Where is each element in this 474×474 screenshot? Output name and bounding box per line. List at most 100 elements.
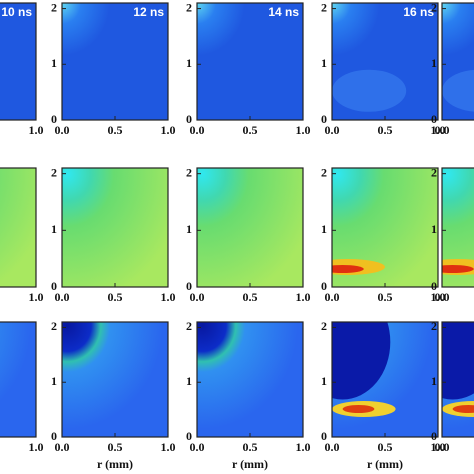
x-tick-label: 1.0 — [161, 123, 176, 137]
panel — [442, 168, 474, 287]
field — [62, 322, 168, 437]
x-tick-label: 1.0 — [161, 290, 176, 304]
x-tick-label: 0.5 — [243, 123, 258, 137]
y-tick-label: 1 — [186, 374, 192, 388]
frame — [441, 321, 474, 438]
field-band — [332, 265, 364, 273]
y-tick-label: 1 — [321, 374, 327, 388]
field — [62, 3, 168, 120]
y-tick-label: 1 — [186, 56, 192, 70]
field — [197, 168, 303, 287]
y-tick-label: 0 — [431, 279, 437, 293]
y-tick-label: 1 — [51, 56, 57, 70]
x-tick-label: 1.0 — [29, 290, 44, 304]
x-tick-label: 1.0 — [296, 123, 311, 137]
field-band — [452, 405, 474, 413]
y-tick-label: 0 — [51, 429, 57, 443]
y-tick-label: 2 — [186, 0, 192, 14]
y-tick-label: 0 — [51, 112, 57, 126]
panel — [332, 3, 438, 120]
y-tick-label: 2 — [431, 319, 437, 333]
x-axis-label: r (mm) — [97, 457, 133, 471]
y-tick-label: 1 — [186, 222, 192, 236]
y-tick-label: 2 — [321, 319, 327, 333]
frame — [0, 2, 37, 121]
field-band — [442, 69, 474, 112]
x-tick-label: 0.5 — [243, 290, 258, 304]
panel-title: 16 ns — [403, 5, 434, 19]
x-tick-label: 0.0 — [55, 123, 70, 137]
y-tick-label: 0 — [321, 279, 327, 293]
y-tick-label: 1 — [431, 374, 437, 388]
panel-title: 14 ns — [268, 5, 299, 19]
panel — [0, 322, 36, 437]
field — [0, 168, 36, 287]
y-tick-label: 1 — [321, 222, 327, 236]
frame — [441, 2, 474, 121]
x-tick-label: 0.0 — [325, 290, 340, 304]
x-axis-label: r (mm) — [232, 457, 268, 471]
y-tick-label: 0 — [321, 112, 327, 126]
field-band — [442, 322, 474, 400]
x-tick-label: 1.0 — [161, 440, 176, 454]
y-tick-label: 2 — [186, 165, 192, 179]
panel — [442, 3, 474, 120]
x-tick-label: 0.0 — [435, 440, 450, 454]
y-tick-label: 0 — [321, 429, 327, 443]
panel — [442, 322, 474, 437]
field-band — [332, 69, 407, 112]
y-tick-label: 0 — [51, 279, 57, 293]
field — [0, 322, 36, 437]
x-tick-label: 0.5 — [378, 123, 393, 137]
x-tick-label: 1.0 — [29, 440, 44, 454]
y-tick-label: 1 — [431, 222, 437, 236]
y-tick-label: 0 — [186, 112, 192, 126]
x-tick-label: 1.0 — [431, 123, 446, 137]
panel-title: 12 ns — [133, 5, 164, 19]
panel — [62, 168, 168, 287]
y-tick-label: 2 — [51, 165, 57, 179]
y-tick-label: 2 — [431, 0, 437, 14]
y-tick-label: 1 — [51, 374, 57, 388]
x-tick-label: 0.0 — [190, 440, 205, 454]
frame — [0, 167, 37, 288]
x-tick-label: 1.0 — [431, 290, 446, 304]
y-tick-label: 0 — [186, 429, 192, 443]
field-band — [332, 322, 391, 400]
y-tick-label: 1 — [431, 56, 437, 70]
y-tick-label: 0 — [186, 279, 192, 293]
x-tick-label: 0.5 — [108, 290, 123, 304]
x-tick-label: 0.5 — [108, 123, 123, 137]
x-tick-label: 0.0 — [190, 290, 205, 304]
y-tick-label: 0 — [431, 429, 437, 443]
x-tick-label: 0.5 — [378, 290, 393, 304]
field — [197, 322, 303, 437]
y-tick-label: 1 — [321, 56, 327, 70]
field — [197, 3, 303, 120]
y-tick-label: 2 — [321, 165, 327, 179]
panel — [197, 322, 303, 437]
x-tick-label: 0.0 — [325, 123, 340, 137]
x-tick-label: 0.0 — [325, 440, 340, 454]
panel — [0, 168, 36, 287]
x-axis-label: r (mm) — [367, 457, 403, 471]
panel — [197, 3, 303, 120]
x-tick-label: 0.0 — [435, 123, 450, 137]
y-tick-label: 2 — [51, 0, 57, 14]
x-tick-label: 1.0 — [431, 440, 446, 454]
y-tick-label: 2 — [321, 0, 327, 14]
field — [0, 3, 36, 120]
y-tick-label: 2 — [431, 165, 437, 179]
x-tick-label: 0.5 — [378, 440, 393, 454]
frame — [441, 167, 474, 288]
panel — [62, 322, 168, 437]
panel — [332, 322, 438, 437]
y-tick-label: 0 — [431, 112, 437, 126]
x-tick-label: 0.5 — [108, 440, 123, 454]
panel-title: 10 ns — [1, 5, 32, 19]
field-band — [342, 405, 375, 413]
panel — [332, 168, 438, 287]
field-band — [442, 265, 474, 273]
x-tick-label: 1.0 — [29, 123, 44, 137]
